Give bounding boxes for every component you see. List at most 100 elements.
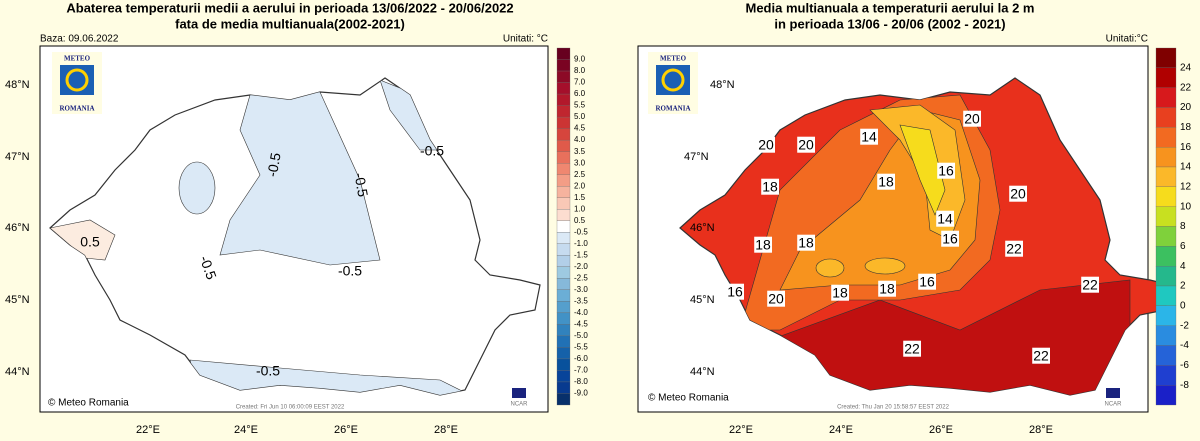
contour-label-box bbox=[937, 162, 955, 179]
colorbar-label: 18 bbox=[1180, 122, 1192, 133]
colorbar-swatch bbox=[1155, 385, 1177, 406]
lon-label: 28°E bbox=[434, 424, 458, 436]
right-panel: Media multianuala a temperaturii aerului… bbox=[637, 0, 1192, 436]
lon-label: 26°E bbox=[334, 424, 358, 436]
colorbar-label: -3.0 bbox=[574, 285, 588, 294]
contour-label: 18 bbox=[762, 179, 778, 195]
contour-label: 18 bbox=[832, 285, 848, 301]
lon-label: 28°E bbox=[1029, 424, 1053, 436]
contour-label: 22 bbox=[1082, 277, 1098, 293]
contour-label-box bbox=[726, 283, 744, 300]
colorbar-swatch bbox=[1155, 147, 1177, 168]
contour-label: 18 bbox=[798, 235, 814, 251]
colorbar-swatch bbox=[556, 312, 571, 325]
contour-label-box bbox=[767, 290, 785, 307]
colorbar-label: -4.0 bbox=[574, 308, 588, 317]
colorbar-swatch bbox=[1155, 67, 1177, 88]
contour-label-box bbox=[941, 230, 959, 247]
footer-created: Created: Thu Jan 20 15:58:57 EEST 2022 bbox=[837, 405, 950, 411]
colorbar-label: -7.0 bbox=[574, 366, 588, 375]
colorbar-label: 2 bbox=[1180, 281, 1186, 292]
colorbar-swatch bbox=[556, 381, 571, 394]
colorbar-swatch bbox=[556, 174, 571, 187]
colorbar-label: 4.0 bbox=[574, 135, 586, 144]
units: Unitati: °C bbox=[503, 34, 548, 45]
colorbar-swatch bbox=[556, 93, 571, 106]
colorbar-swatch bbox=[556, 139, 571, 152]
title: fata de media multianuala(2002-2021) bbox=[175, 16, 405, 31]
contour-label-box bbox=[918, 273, 936, 290]
contour-label: 18 bbox=[755, 237, 771, 253]
logo-text: METEO bbox=[660, 55, 687, 63]
colorbar-label: 12 bbox=[1180, 181, 1192, 192]
contour-label: 16 bbox=[727, 284, 743, 300]
contour-label: 22 bbox=[1006, 241, 1022, 257]
contour-label: -0.5 bbox=[338, 263, 362, 279]
temperature-areas bbox=[739, 94, 1131, 395]
left-panel: Abaterea temperaturii medii a aerului in… bbox=[5, 0, 588, 435]
colorbar-swatch bbox=[1155, 365, 1177, 386]
contour-label-box bbox=[860, 128, 878, 145]
colorbar-label: 5.5 bbox=[574, 101, 586, 110]
colorbar-label: -3.5 bbox=[574, 296, 588, 305]
colorbar-label: -6 bbox=[1180, 360, 1189, 371]
colorbar-swatch bbox=[1155, 226, 1177, 247]
colorbar-label: 8.0 bbox=[574, 66, 586, 75]
colorbar-label: -2 bbox=[1180, 320, 1189, 331]
colorbar-swatch bbox=[556, 105, 571, 118]
colorbar-swatch bbox=[556, 278, 571, 290]
base-date: Baza: 09.06.2022 bbox=[40, 34, 119, 45]
colorbar-label: -1.0 bbox=[574, 239, 588, 248]
ncar-text: NCAR bbox=[510, 402, 528, 408]
colorbar-swatch bbox=[556, 393, 571, 406]
contour-label: 22 bbox=[1033, 348, 1049, 364]
colorbar-label: -9.0 bbox=[574, 389, 588, 398]
contour-label: 20 bbox=[798, 137, 814, 153]
contour-label: 18 bbox=[878, 174, 894, 190]
colorbar-swatch bbox=[1155, 325, 1177, 346]
ncar-text: NCAR bbox=[1104, 402, 1122, 408]
contour-label: 20 bbox=[768, 291, 784, 307]
colorbar-label: -5.5 bbox=[574, 343, 588, 352]
colorbar-label: -2.0 bbox=[574, 262, 588, 271]
contour-label-box bbox=[1009, 185, 1027, 202]
lon-label: 22°E bbox=[136, 424, 160, 436]
colorbar-swatch bbox=[556, 163, 571, 175]
units: Unitati:°C bbox=[1106, 34, 1148, 45]
lat-label: 47°N bbox=[684, 151, 709, 163]
colorbar-swatch bbox=[556, 324, 571, 337]
colorbar-swatch bbox=[556, 70, 571, 83]
logo-icon bbox=[661, 68, 685, 92]
contour-label-box bbox=[761, 178, 779, 195]
contour-label-box bbox=[797, 136, 815, 153]
colorbar-swatch bbox=[1155, 186, 1177, 207]
contour-label: -0.5 bbox=[256, 363, 280, 379]
footer-credit: © Meteo Romania bbox=[48, 398, 129, 409]
colorbar-swatch bbox=[1155, 127, 1177, 148]
colorbar-swatch bbox=[556, 255, 571, 267]
contour-label: 16 bbox=[942, 231, 958, 247]
colorbar-swatch bbox=[556, 347, 571, 360]
contour-label-box bbox=[757, 136, 775, 153]
contour-label-box bbox=[797, 234, 815, 251]
contour-label: 14 bbox=[861, 129, 877, 145]
colorbar-swatch bbox=[556, 59, 571, 72]
contour-label: -0.5 bbox=[264, 151, 284, 178]
colorbar-label: -8 bbox=[1180, 380, 1189, 391]
colorbar-label: 4 bbox=[1180, 261, 1186, 272]
colorbar-swatch bbox=[556, 335, 571, 348]
colorbar-label: -4 bbox=[1180, 340, 1189, 351]
lat-label: 44°N bbox=[690, 366, 715, 378]
colorbar-swatch bbox=[1155, 266, 1177, 287]
contour-label: 22 bbox=[904, 341, 920, 357]
contour-label-box bbox=[903, 340, 921, 357]
colorbar-label: 5.0 bbox=[574, 112, 586, 121]
logo-text: ROMANIA bbox=[656, 105, 691, 113]
colorbar-label: 7.0 bbox=[574, 78, 586, 87]
colorbar-swatch bbox=[556, 370, 571, 383]
colorbar-swatch bbox=[556, 266, 571, 279]
colorbar-swatch bbox=[556, 243, 571, 256]
contour-label-box bbox=[754, 236, 772, 253]
